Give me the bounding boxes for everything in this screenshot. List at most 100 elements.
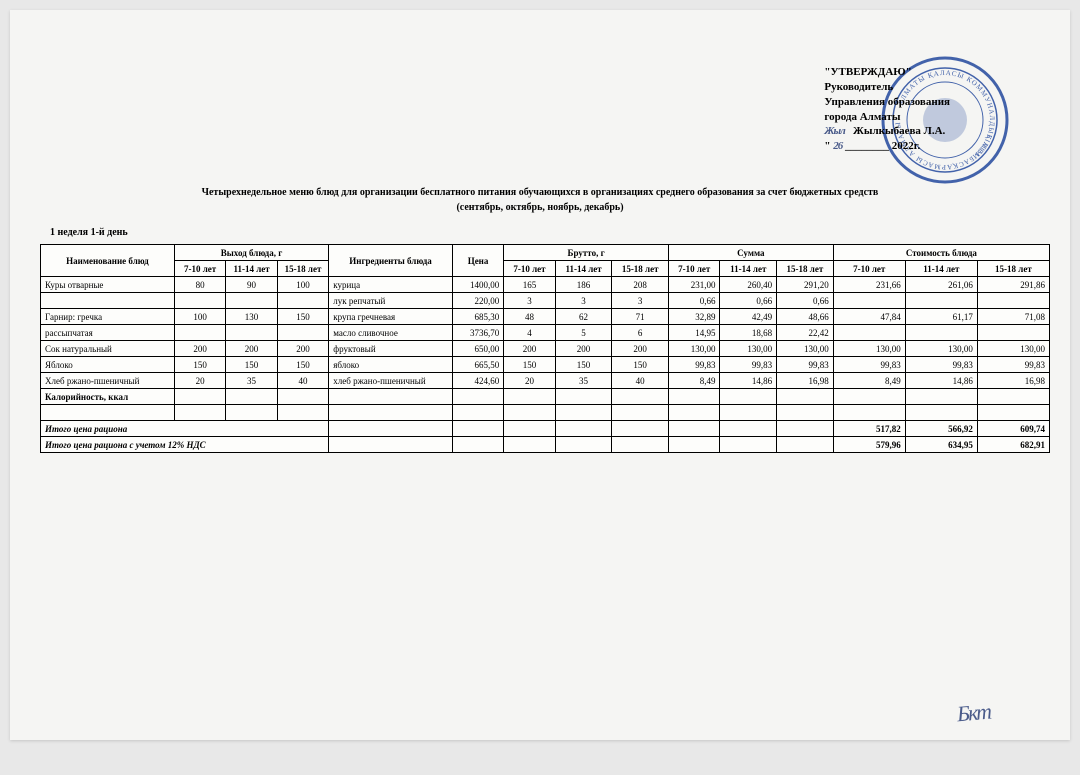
- col-y2: 11-14 лет: [226, 261, 277, 277]
- col-s3: 15-18 лет: [777, 261, 834, 277]
- cell-y1: [174, 325, 225, 341]
- cell-name: Сок натуральный: [41, 341, 175, 357]
- cell-name: Хлеб ржано-пшеничный: [41, 373, 175, 389]
- cell-c3: [977, 325, 1049, 341]
- cell-y1: 80: [174, 277, 225, 293]
- cell-price: 424,60: [452, 373, 503, 389]
- cell-c1: [833, 293, 905, 309]
- cell-s3: 48,66: [777, 309, 834, 325]
- cell-y1: [174, 293, 225, 309]
- cell-b2: 5: [555, 325, 612, 341]
- cell-c2: 61,17: [905, 309, 977, 325]
- bottom-signature: Бкт: [956, 699, 991, 728]
- cell-name: [41, 293, 175, 309]
- approval-role: Руководитель: [824, 80, 950, 95]
- cell-c1: 231,66: [833, 277, 905, 293]
- cell-y3: 150: [277, 309, 328, 325]
- cell-ing: масло сливочное: [329, 325, 453, 341]
- spacer-row: [41, 405, 1050, 421]
- col-price: Цена: [452, 245, 503, 277]
- cell-c2: [905, 325, 977, 341]
- col-ingredients: Ингредиенты блюда: [329, 245, 453, 277]
- col-y1: 7-10 лет: [174, 261, 225, 277]
- cell-ing: хлеб ржано-пшеничный: [329, 373, 453, 389]
- cell-b3: 208: [612, 277, 669, 293]
- menu-table: Наименование блюд Выход блюда, г Ингреди…: [40, 244, 1050, 453]
- cell-c3: 130,00: [977, 341, 1049, 357]
- cell-name: Куры отварные: [41, 277, 175, 293]
- total-c2: 566,92: [905, 421, 977, 437]
- cell-b1: 48: [504, 309, 555, 325]
- cell-y1: 100: [174, 309, 225, 325]
- approval-city: города Алматы: [824, 110, 950, 125]
- cell-b1: 20: [504, 373, 555, 389]
- cell-s2: 130,00: [720, 341, 777, 357]
- cell-c1: 47,84: [833, 309, 905, 325]
- document-page: АЛМАТЫ ҚАЛАСЫ КОММУНАЛДЫҚ МЕМ БІЛІМ БАСҚ…: [10, 10, 1070, 740]
- cell-ing: яблоко: [329, 357, 453, 373]
- cell-b3: 71: [612, 309, 669, 325]
- col-y3: 15-18 лет: [277, 261, 328, 277]
- approval-date-line: " 26 ________ 2022г.: [824, 139, 950, 154]
- table-body: Куры отварные8090100курица1400,001651862…: [41, 277, 1050, 389]
- col-yield: Выход блюда, г: [174, 245, 328, 261]
- cell-c3: 71,08: [977, 309, 1049, 325]
- cell-s3: 0,66: [777, 293, 834, 309]
- cell-b2: 200: [555, 341, 612, 357]
- cell-c2: 14,86: [905, 373, 977, 389]
- col-c1: 7-10 лет: [833, 261, 905, 277]
- table-header: Наименование блюд Выход блюда, г Ингреди…: [41, 245, 1050, 277]
- cell-b1: 3: [504, 293, 555, 309]
- col-c3: 15-18 лет: [977, 261, 1049, 277]
- cell-s1: 231,00: [668, 277, 719, 293]
- total-row: Итого цена рациона 517,82 566,92 609,74: [41, 421, 1050, 437]
- cell-ing: фруктовый: [329, 341, 453, 357]
- cell-s3: 99,83: [777, 357, 834, 373]
- cell-y2: 200: [226, 341, 277, 357]
- cell-y1: 150: [174, 357, 225, 373]
- col-brutto: Брутто, г: [504, 245, 669, 261]
- total-label: Итого цена рациона: [41, 421, 329, 437]
- document-title: Четырехнедельное меню блюд для организац…: [35, 185, 1045, 215]
- cell-s1: 14,95: [668, 325, 719, 341]
- cell-b3: 200: [612, 341, 669, 357]
- cell-price: 220,00: [452, 293, 503, 309]
- cell-y1: 200: [174, 341, 225, 357]
- approval-year: ________ 2022г.: [845, 140, 920, 152]
- col-cost: Стоимость блюда: [833, 245, 1049, 261]
- total-vat-c2: 634,95: [905, 437, 977, 453]
- approval-name: Жылкыбаева Л.А.: [853, 125, 945, 137]
- cell-b2: 150: [555, 357, 612, 373]
- cell-y3: 150: [277, 357, 328, 373]
- approval-day: 26: [833, 140, 842, 152]
- cell-c3: 291,86: [977, 277, 1049, 293]
- approval-signature-line: Жыл Жылкыбаева Л.А.: [824, 124, 950, 139]
- cell-name: Гарнир: гречка: [41, 309, 175, 325]
- cell-y2: [226, 293, 277, 309]
- cell-c2: 99,83: [905, 357, 977, 373]
- total-vat-row: Итого цена рациона с учетом 12% НДС 579,…: [41, 437, 1050, 453]
- col-name: Наименование блюд: [41, 245, 175, 277]
- cell-y2: [226, 325, 277, 341]
- table-row: Сок натуральный200200200фруктовый650,002…: [41, 341, 1050, 357]
- cell-c2: 130,00: [905, 341, 977, 357]
- cell-price: 3736,70: [452, 325, 503, 341]
- cell-name: Яблоко: [41, 357, 175, 373]
- total-c1: 517,82: [833, 421, 905, 437]
- cell-b3: 6: [612, 325, 669, 341]
- signature-scribble: Жыл: [824, 125, 844, 137]
- calorie-label: Калорийность, ккал: [41, 389, 175, 405]
- cell-y3: 100: [277, 277, 328, 293]
- cell-y3: 200: [277, 341, 328, 357]
- cell-s2: 42,49: [720, 309, 777, 325]
- title-line2: (сентябрь, октябрь, ноябрь, декабрь): [35, 200, 1045, 215]
- cell-s3: 22,42: [777, 325, 834, 341]
- cell-b3: 150: [612, 357, 669, 373]
- cell-ing: лук репчатый: [329, 293, 453, 309]
- week-day-label: 1 неделя 1-й день: [50, 227, 1045, 238]
- cell-y2: 130: [226, 309, 277, 325]
- cell-s1: 130,00: [668, 341, 719, 357]
- table-row: рассыпчатаямасло сливочное3736,7045614,9…: [41, 325, 1050, 341]
- cell-y3: [277, 325, 328, 341]
- total-vat-label: Итого цена рациона с учетом 12% НДС: [41, 437, 329, 453]
